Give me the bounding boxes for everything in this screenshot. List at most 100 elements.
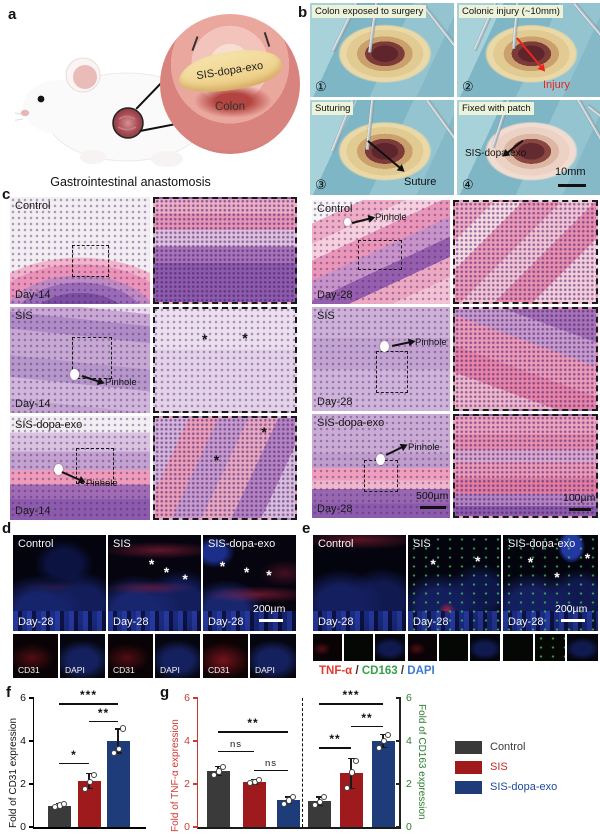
day-label: Day-28 [508,616,544,628]
y-axis-tick-label: 0 [406,820,412,833]
tissue-texture [108,611,201,631]
photo-title: Fixed with patch [459,102,534,115]
y-axis-tick-label: 2 [184,777,190,790]
bar [206,771,230,827]
scale-label: 200µm [253,603,286,615]
significance-line [59,703,118,705]
panel-letter-b: b [298,4,308,21]
legend-swatch [455,780,482,794]
data-point [115,745,122,752]
data-point [285,797,292,804]
caption-cd163: CD163 [361,665,398,677]
significance-label: ** [247,716,259,731]
tissue-texture [203,611,296,631]
scale-bar [420,506,446,509]
asterisk-mark: * [219,557,226,574]
legend-label: Control [490,741,526,753]
asterisk-mark: * [182,571,188,588]
bar [106,741,130,827]
bar [371,741,395,827]
bar [77,780,101,827]
data-point [210,771,217,778]
histology-sis-day14: SIS Day-14 Pinhole [10,307,150,413]
day-label: Day-28 [317,503,353,515]
surgery-photo-1: Colon exposed to surgery ① [310,3,454,97]
y-axis-tick [193,740,198,742]
asterisk-mark: * [163,563,170,580]
if-cd31-control: Control Day-28 [13,535,106,631]
y-axis-tick [396,697,401,699]
if-channel-tnf [503,634,533,661]
if-channel-cd163 [344,634,373,661]
if-channel-cd163 [439,634,468,661]
group-label: SIS-dopa-exo [15,419,83,431]
pinhole-dot [380,341,389,352]
histology-control-day28: Control Day-28 Pinhole [312,200,450,304]
roi-box [376,351,408,393]
histology-control-day14: Control Day-14 [10,197,150,304]
significance-line [218,731,288,733]
group-label: SIS [15,310,33,322]
pinhole-label: Pinhole [415,337,447,348]
asterisk-mark: * [430,555,436,572]
error-bar-cap [379,746,387,749]
panel-letter-e: e [302,520,311,537]
day-label: Day-14 [15,289,51,301]
if-cd31-sis: SIS Day-28 * * * [108,535,201,631]
scale-label: 200µm [555,603,588,615]
scale-bar [561,619,585,622]
channel-label: DAPI [160,665,180,675]
significance-line [351,725,383,728]
panel-letter-c: c [2,186,11,203]
data-point [60,800,67,807]
anastomosis-inset-circle: SIS-dopa-exo Colon [160,14,300,154]
photo-title: Suturing [312,102,354,115]
scale-bar [558,184,586,187]
significance-line [89,720,118,722]
surgical-instrument [573,3,600,47]
group-label: SIS-dopa-exo [317,417,385,429]
patch-label: SIS-dopa-exo [195,59,265,82]
panel-letter-f: f [6,684,11,701]
channel-label: CD31 [113,665,135,675]
y-axis-tick [193,697,198,699]
data-point [289,794,296,801]
asterisk-mark: * [554,569,560,586]
surgery-photo-3: Suturing ③ Suture [310,100,454,195]
y-axis-tick [396,783,401,785]
if-tnf-sis: SIS Day-28 * * [408,535,501,631]
day-label: Day-14 [15,505,51,517]
channel-label: DAPI [65,665,85,675]
significance-label: ** [97,705,110,720]
group-label: SIS [317,310,335,322]
sketch-line [191,36,198,52]
if-channel-cd31: CD31 [13,634,58,678]
day-label: Day-28 [113,616,149,628]
legend-item-dopa: SIS-dopa-exo [455,780,557,794]
scale-label: 500µm [416,490,449,502]
channel-label: CD31 [18,665,40,675]
asterisk-mark: * [527,554,534,571]
histology-inset-sis-day28 [453,307,598,411]
significance-label: ns [229,738,243,750]
error-bar-cap [315,804,323,807]
patch-annotation: SIS-dopa-exo [465,148,527,159]
scale-label: 10mm [555,166,586,178]
channel-label: CD31 [208,665,230,675]
significance-line [319,703,383,705]
legend-item-sis: SIS [455,760,508,774]
caption-tnf: TNF-α [319,665,353,677]
chart-g-ylabel-right: Fold of CD163 expression [416,704,427,820]
caption-dapi: DAPI [407,665,435,677]
data-point [375,744,382,751]
if-cd31-dopa: SIS-dopa-exo Day-28 * * * 200µm [203,535,296,631]
group-label: Control [318,538,354,550]
histology-sis-day28: SIS Day-28 Pinhole [312,307,450,411]
pinhole-label: Pinhole [86,478,118,489]
data-point [384,731,391,739]
error-bar-cap [114,752,122,754]
suture-arrow-icon [367,140,401,169]
group-divider [302,698,303,827]
if-channel-dapi: DAPI [155,634,200,678]
